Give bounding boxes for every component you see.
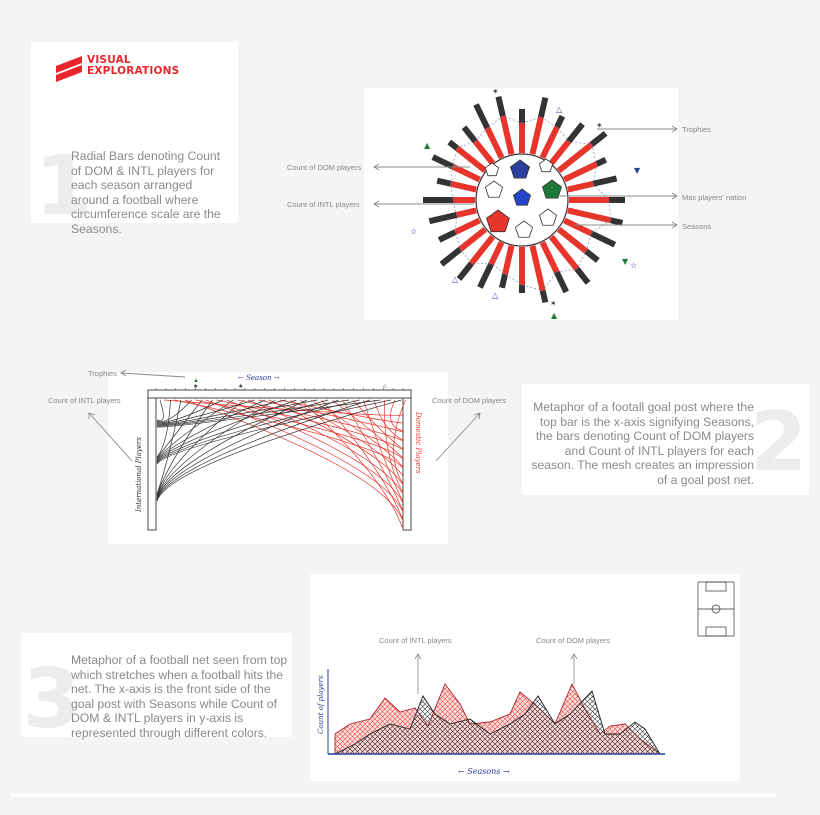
net-area-chart: ← Seasons → Count of players bbox=[317, 581, 735, 776]
svg-text:▼: ▼ bbox=[622, 257, 629, 266]
svg-text:← Season →: ← Season → bbox=[238, 374, 280, 382]
label-dom-players-3: Count of DOM players bbox=[536, 636, 611, 645]
label-max-nation: Max players' nation bbox=[682, 193, 747, 202]
bottom-divider bbox=[11, 793, 776, 797]
svg-text:▲: ▲ bbox=[193, 378, 199, 384]
label-seasons: Seasons bbox=[682, 222, 712, 231]
label-trophies-2: Trophies bbox=[88, 369, 117, 378]
svg-text:★: ★ bbox=[238, 383, 243, 390]
label-trophies: Trophies bbox=[682, 125, 711, 134]
svg-text:Domestic Players: Domestic Players bbox=[414, 411, 422, 474]
section3-description-card: 3 Metaphor of a football net seen from t… bbox=[21, 633, 292, 741]
svg-text:▼: ▼ bbox=[634, 166, 641, 175]
svg-text:★: ★ bbox=[193, 383, 198, 390]
section3-description: Metaphor of a football net seen from top… bbox=[71, 653, 288, 740]
svg-text:△: △ bbox=[452, 275, 459, 284]
svg-text:← Seasons →: ← Seasons → bbox=[458, 767, 510, 776]
goalpost-sketch-card: ← Season → International Players Domestic … bbox=[108, 372, 448, 544]
svg-text:Count of players: Count of players bbox=[317, 675, 325, 734]
section-number: 1 bbox=[35, 139, 93, 234]
goalpost-chart: ← Season → International Players Domestic … bbox=[135, 374, 422, 531]
section-number-2: 2 bbox=[750, 395, 808, 490]
svg-text:△: △ bbox=[492, 291, 499, 300]
brand-line1: VISUAL bbox=[87, 54, 131, 66]
net-sketch-card: ← Seasons → Count of players Count of INT… bbox=[310, 574, 740, 781]
svg-text:☆: ☆ bbox=[410, 227, 417, 236]
svg-text:✶: ✶ bbox=[550, 299, 557, 308]
section2-description: Metaphor of a footall goal post where th… bbox=[531, 400, 754, 487]
brand-card: VISUAL EXPLORATIONS 1 Radial Bars denoti… bbox=[31, 42, 238, 236]
brand-line2: EXPLORATIONS bbox=[87, 65, 180, 77]
radial-bars-chart: ✶△✶▲▼☆▼ ☆△△✶▲ bbox=[410, 87, 641, 320]
label-intl-players-2: Count of INTL players bbox=[48, 396, 121, 405]
section2-description-card: 2 Metaphor of a footall goal post where … bbox=[522, 384, 809, 495]
brand-logo-icon bbox=[56, 56, 82, 82]
svg-text:✶: ✶ bbox=[596, 121, 603, 130]
svg-text:International Players: International Players bbox=[135, 437, 143, 513]
svg-text:☆: ☆ bbox=[630, 261, 637, 270]
svg-text:▲: ▲ bbox=[424, 141, 431, 150]
section-number-3: 3 bbox=[23, 652, 81, 747]
svg-text:☆: ☆ bbox=[382, 383, 387, 390]
label-intl-players-3: Count of INTL players bbox=[379, 636, 452, 645]
label-dom-players-2: Count of DOM players bbox=[432, 396, 507, 405]
svg-text:✶: ✶ bbox=[492, 87, 499, 96]
label-intl-players: Count of INTL players bbox=[287, 200, 360, 209]
svg-text:▲: ▲ bbox=[551, 311, 558, 320]
label-dom-players: Count of DOM players bbox=[287, 163, 362, 172]
radial-sketch-card: ✶ △ ✶ ▲ ▼ ☆ ▼ ☆ △ △ ✶ ▲ bbox=[364, 87, 678, 320]
svg-text:△: △ bbox=[556, 105, 563, 114]
section1-description: Radial Bars denoting Count of DOM & INTL… bbox=[71, 149, 221, 236]
